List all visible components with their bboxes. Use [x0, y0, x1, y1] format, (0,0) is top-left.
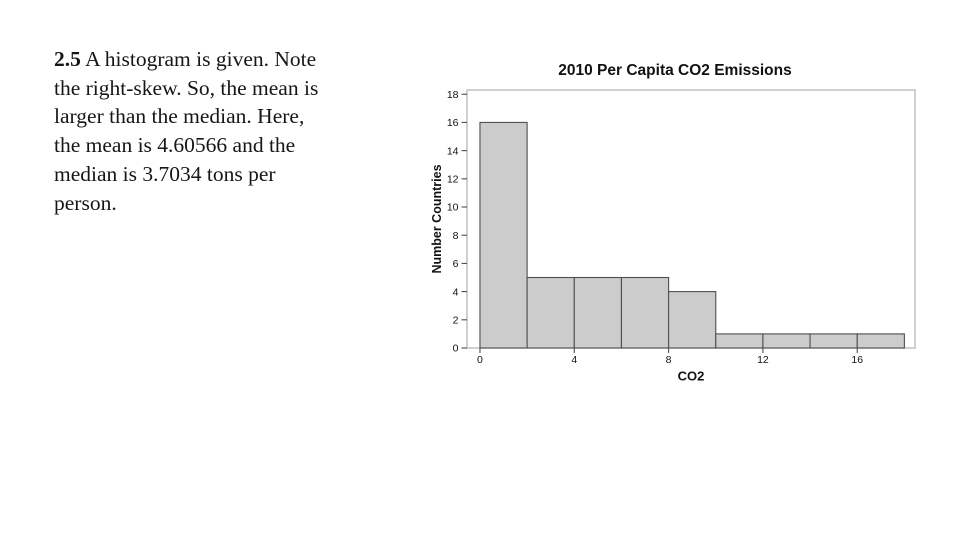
problem-text: 2.5 A histogram is given. Note the right…: [54, 45, 414, 217]
y-tick-label: 2: [453, 315, 459, 327]
y-axis-label: Number Countries: [430, 164, 444, 273]
y-tick-label: 10: [447, 202, 459, 214]
x-tick-label: 8: [666, 354, 672, 366]
y-tick-label: 12: [447, 174, 459, 186]
y-tick-label: 16: [447, 117, 459, 129]
histogram-bar: [479, 121, 528, 349]
x-tick-label: 4: [571, 354, 577, 366]
histogram-bar: [668, 291, 717, 349]
y-tick-label: 18: [447, 89, 459, 101]
x-tick-label: 0: [477, 354, 483, 366]
histogram-bar: [809, 333, 858, 349]
x-axis-label: CO2: [678, 369, 705, 384]
problem-body: A histogram is given. Note the right-ske…: [54, 47, 319, 215]
x-tick-label: 16: [851, 354, 863, 366]
histogram-bar: [762, 333, 811, 349]
y-tick-label: 8: [453, 230, 459, 242]
histogram-bar: [856, 333, 905, 349]
y-tick-label: 14: [447, 145, 459, 157]
chart-title: 2010 Per Capita CO2 Emissions: [558, 62, 791, 79]
y-tick-label: 6: [453, 258, 459, 270]
histogram-bar: [526, 276, 575, 349]
x-tick-label: 12: [757, 354, 769, 366]
histogram-bar: [573, 276, 622, 349]
y-tick-label: 4: [453, 286, 459, 298]
y-tick-label: 0: [453, 343, 459, 355]
problem-number: 2.5: [54, 47, 81, 71]
histogram-bar: [620, 276, 670, 349]
histogram-bar: [715, 333, 764, 349]
